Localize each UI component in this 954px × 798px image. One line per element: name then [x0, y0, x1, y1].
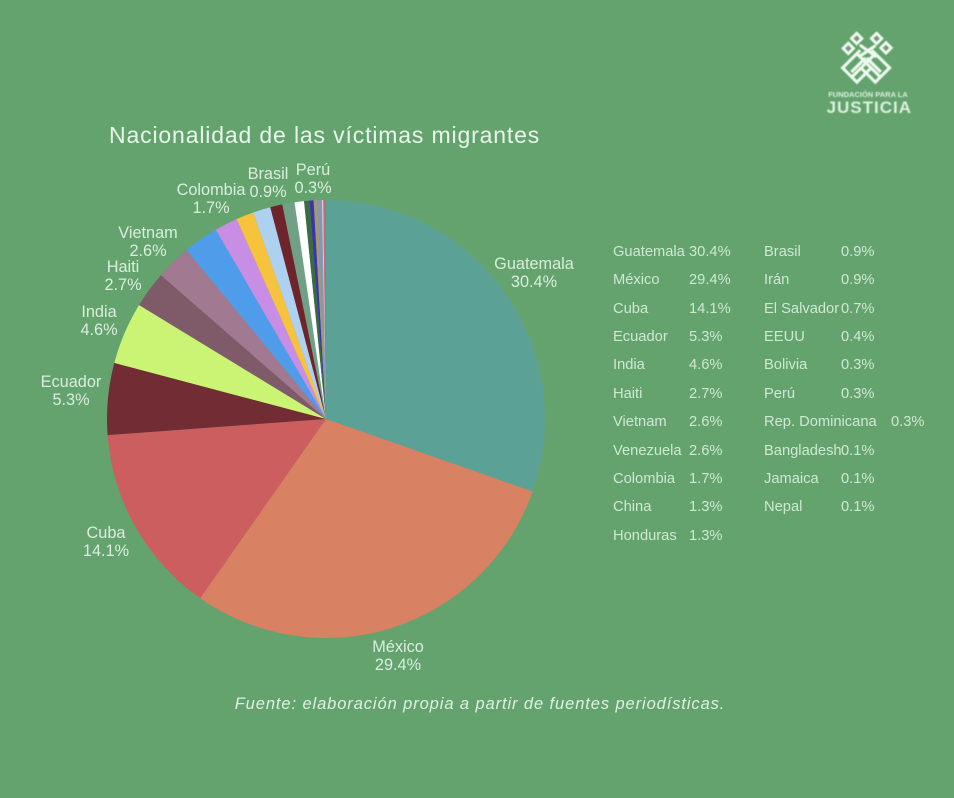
svg-text:JUSTICIA: JUSTICIA	[827, 98, 912, 117]
svg-text:FUNDACIÓN PARA LA: FUNDACIÓN PARA LA	[828, 90, 908, 99]
